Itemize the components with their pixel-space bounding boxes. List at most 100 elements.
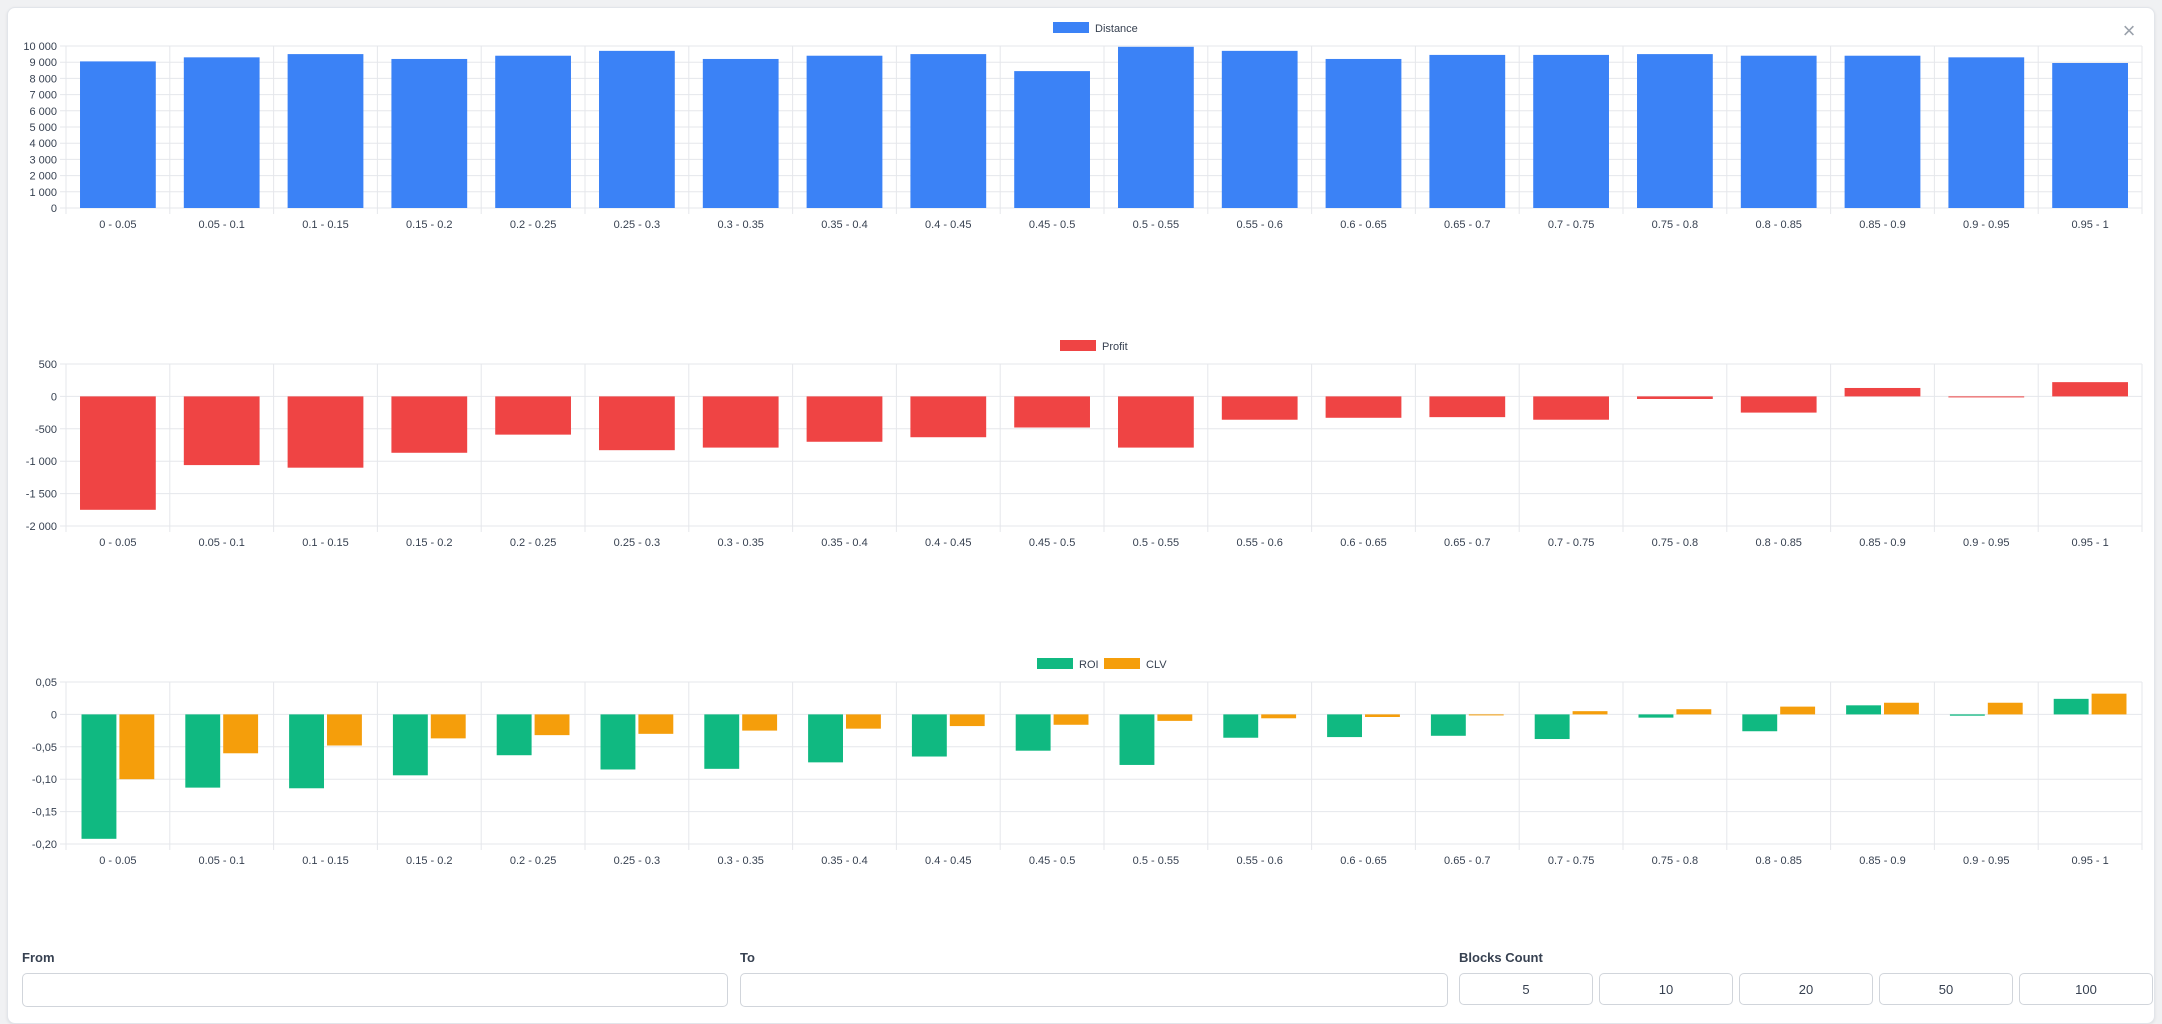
distance-bar-0-2-0-25 [495, 55, 571, 208]
x-tick-label: 0.3 - 0.35 [717, 219, 763, 231]
y-tick-label: 0 [51, 391, 57, 403]
roi-bar-0-55-0-6 [1223, 714, 1259, 738]
profit-bar-0-95-1 [2052, 382, 2128, 397]
profit-bar-0-45-0-5 [1014, 396, 1090, 428]
x-tick-label: 0.4 - 0.45 [925, 537, 971, 549]
clv-bar-0-05-0-1 [223, 714, 259, 754]
x-tick-label: 0.55 - 0.6 [1236, 537, 1282, 549]
x-tick-label: 0.8 - 0.85 [1755, 219, 1801, 231]
y-tick-label: 0 [51, 203, 57, 215]
profit-bar-0-0-05 [80, 396, 156, 510]
y-tick-label: 2 000 [29, 171, 57, 183]
x-tick-label: 0.3 - 0.35 [717, 537, 763, 549]
roi-clv-chart: -0,20 -0,15 -0,10 -0,05 0 0,05 0 - 0.05 0.05 - … [32, 658, 2143, 867]
y-tick-label: 4 000 [29, 138, 57, 150]
y-tick-label: -0,05 [32, 742, 57, 754]
clv-bar-0-25-0-3 [638, 714, 674, 734]
legend-swatch-roi [1037, 658, 1073, 669]
x-tick-label: 0.2 - 0.25 [510, 537, 556, 549]
x-tick-label: 0.7 - 0.75 [1548, 219, 1594, 231]
x-tick-label: 0.45 - 0.5 [1029, 219, 1075, 231]
y-tick-label: -0,15 [32, 807, 57, 819]
x-tick-label: 0.6 - 0.65 [1340, 219, 1386, 231]
clv-bar-0-5-0-55 [1157, 714, 1193, 721]
x-tick-label: 0.75 - 0.8 [1652, 537, 1698, 549]
distance-bar-0-65-0-7 [1429, 54, 1506, 208]
x-tick-label: 0 - 0.05 [99, 855, 136, 867]
clv-bar-0-85-0-9 [1884, 702, 1919, 715]
blocks-count-label: Blocks Count [1459, 950, 1543, 965]
profit-bar-0-35-0-4 [806, 396, 883, 442]
legend-label-clv: CLV [1146, 659, 1167, 671]
x-tick-label: 0.25 - 0.3 [614, 219, 660, 231]
roi-bar-0-4-0-45 [911, 714, 947, 757]
blocks-count-group: Blocks Count 5 10 20 50 100 [1459, 949, 2159, 1005]
distance-bar-0-15-0-2 [391, 58, 468, 209]
y-tick-label: 7 000 [29, 90, 57, 102]
x-tick-label: 0.05 - 0.1 [198, 537, 244, 549]
from-input[interactable] [22, 973, 728, 1007]
y-tick-label: -0,20 [32, 839, 57, 851]
roi-bar-0-0-05 [81, 714, 117, 839]
clv-bar-0-3-0-35 [742, 714, 778, 731]
legend-swatch-profit [1060, 340, 1096, 351]
distance-bar-0-75-0-8 [1637, 54, 1713, 208]
x-tick-label: 0.6 - 0.65 [1340, 537, 1386, 549]
x-tick-label: 0.25 - 0.3 [614, 537, 660, 549]
roi-bar-0-5-0-55 [1119, 714, 1155, 765]
x-tick-label: 0.5 - 0.55 [1133, 855, 1179, 867]
x-tick-label: 0.8 - 0.85 [1755, 855, 1801, 867]
roi-bar-0-7-0-75 [1534, 714, 1570, 740]
y-tick-label: -1 500 [26, 489, 57, 501]
close-icon[interactable]: × [2122, 18, 2136, 43]
from-label: From [22, 950, 55, 965]
distance-bar-0-8-0-85 [1740, 55, 1817, 208]
x-tick-label: 0.15 - 0.2 [406, 537, 452, 549]
clv-bar-0-95-1 [2091, 693, 2127, 715]
x-tick-label: 0.25 - 0.3 [614, 855, 660, 867]
x-tick-label: 0.35 - 0.4 [821, 537, 867, 549]
clv-bar-0-35-0-4 [846, 714, 881, 729]
profit-bar-0-3-0-35 [702, 396, 779, 448]
to-input[interactable] [740, 973, 1448, 1007]
y-tick-label: 500 [39, 359, 57, 371]
y-tick-label: 8 000 [29, 73, 57, 85]
distance-bar-0-6-0-65 [1325, 58, 1402, 209]
x-tick-label: 0.75 - 0.8 [1652, 855, 1698, 867]
roi-bar-0-2-0-25 [496, 714, 532, 756]
roi-bar-0-85-0-9 [1846, 705, 1881, 715]
x-tick-label: 0.95 - 1 [2071, 855, 2108, 867]
clv-bar-0-65-0-7 [1468, 714, 1504, 716]
distance-bar-0-4-0-45 [910, 54, 987, 208]
blocks-count-50-button[interactable]: 50 [1879, 973, 2013, 1005]
profit-bar-0-65-0-7 [1429, 396, 1506, 418]
clv-bar-0-55-0-6 [1261, 714, 1297, 719]
distance-chart: 0 1 000 2 000 3 000 4 000 5 000 6 000 7 000 8 00… [23, 22, 2143, 231]
blocks-count-20-button[interactable]: 20 [1739, 973, 1873, 1005]
roi-bar-0-6-0-65 [1327, 714, 1362, 738]
blocks-count-5-button[interactable]: 5 [1459, 973, 1593, 1005]
y-tick-label: 3 000 [29, 154, 57, 166]
profit-bar-0-55-0-6 [1221, 396, 1298, 420]
distance-bar-0-45-0-5 [1014, 71, 1090, 208]
x-tick-label: 0.7 - 0.75 [1548, 537, 1594, 549]
legend-swatch-distance [1053, 22, 1089, 33]
distance-bar-0-55-0-6 [1221, 50, 1298, 208]
distance-bar-0-0-05 [80, 61, 156, 208]
y-tick-label: 6 000 [29, 106, 57, 118]
profit-bar-0-6-0-65 [1325, 396, 1402, 418]
legend-label-distance: Distance [1095, 23, 1138, 35]
to-label: To [740, 950, 755, 965]
distance-bar-0-5-0-55 [1118, 46, 1194, 208]
x-tick-label: 0.7 - 0.75 [1548, 855, 1594, 867]
x-tick-label: 0.9 - 0.95 [1963, 855, 2009, 867]
blocks-count-10-button[interactable]: 10 [1599, 973, 1733, 1005]
blocks-count-100-button[interactable]: 100 [2019, 973, 2153, 1005]
roi-bar-0-25-0-3 [600, 714, 636, 770]
distance-bar-0-05-0-1 [183, 57, 260, 209]
profit-bar-0-1-0-15 [287, 396, 364, 468]
x-tick-label: 0.4 - 0.45 [925, 855, 971, 867]
roi-bar-0-45-0-5 [1015, 714, 1051, 751]
clv-bar-0-0-05 [119, 714, 155, 780]
distance-bar-0-85-0-9 [1844, 55, 1921, 208]
